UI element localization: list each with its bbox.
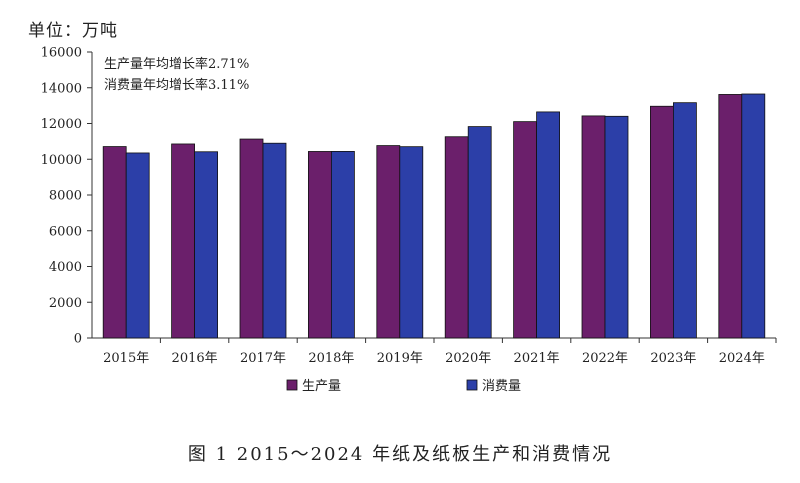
x-tick-label: 2022年 [582,351,628,366]
x-tick-label: 2021年 [514,351,560,366]
bar-consumption [467,126,492,339]
bar-consumption [330,151,355,339]
y-tick-label: 12000 [41,117,82,132]
y-tick-label: 6000 [49,224,82,239]
y-tick-label: 0 [74,332,82,347]
y-tick-label: 10000 [41,153,82,168]
y-tick-label: 16000 [41,46,82,61]
bar-consumption [399,146,424,339]
y-tick-label: 4000 [49,260,82,275]
x-tick-label: 2017年 [240,351,286,366]
x-tick-label: 2020年 [445,351,491,366]
bar-production [650,105,674,339]
unit-label: 单位：万吨 [28,21,118,41]
legend-swatch-consumption [466,379,478,391]
x-tick-label: 2023年 [650,351,696,366]
bar-production [581,115,606,339]
legend-swatch-production [286,379,298,391]
bar-consumption [673,102,697,339]
x-tick-label: 2016年 [172,351,218,366]
bar-production [171,143,196,339]
figure-caption: 图 1 2015～2024 年纸及纸板生产和消费情况 [187,444,613,465]
bar-production [444,136,469,339]
bar-consumption [741,93,766,339]
x-tick-label: 2018年 [308,351,354,366]
consumption-growth-note: 消费量年均增长率3.11% [104,78,250,93]
bar-production [102,146,127,339]
bar-consumption [604,115,629,339]
bar-production [513,121,537,339]
bar-consumption [536,111,560,339]
y-tick-label: 2000 [49,296,82,311]
bar-consumption [194,151,219,339]
production-growth-note: 生产量年均增长率2.71% [104,57,250,72]
x-tick-label: 2024年 [719,351,765,366]
bar-production [718,94,743,339]
x-tick-label: 2019年 [377,351,423,366]
bar-consumption [262,142,287,339]
legend-label-consumption: 消费量 [482,379,521,394]
y-tick-label: 8000 [49,189,82,204]
y-tick-label: 14000 [41,81,82,96]
bar-production [307,151,332,339]
bar-consumption [125,152,150,339]
bar-production [239,138,264,339]
x-tick-label: 2015年 [103,351,149,366]
legend-label-production: 生产量 [302,379,341,394]
bar-production [376,145,401,339]
